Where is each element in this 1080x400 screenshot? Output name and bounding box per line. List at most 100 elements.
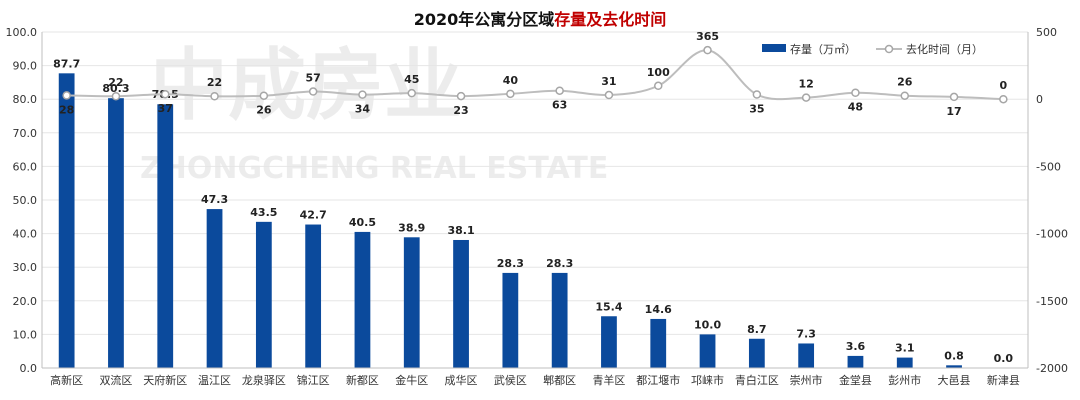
bar-value-label: 40.5 <box>349 216 376 229</box>
x-tick-label: 双流区 <box>99 373 132 387</box>
bar-value-label: 38.9 <box>398 221 425 234</box>
line-point <box>62 91 71 100</box>
bar-value-label: 28.3 <box>546 257 573 270</box>
line-point <box>752 90 762 99</box>
line-value-label: 31 <box>601 75 616 88</box>
y-left-tick-label: 0.0 <box>20 362 38 375</box>
x-tick-label: 青羊区 <box>592 373 625 387</box>
y-right-tick-label: 0 <box>1036 93 1043 106</box>
y-left-tick-label: 10.0 <box>13 328 38 341</box>
line-point <box>407 88 416 98</box>
legend-line-label: 去化时间（月） <box>906 42 983 56</box>
bar <box>157 104 174 369</box>
line-point <box>111 91 121 101</box>
bar <box>305 224 322 368</box>
line-value-label: 45 <box>404 73 419 86</box>
bar-series: 87.780.378.547.343.542.740.538.938.128.3… <box>53 57 1014 369</box>
bar <box>748 338 765 368</box>
bar <box>896 357 913 368</box>
chart-title-main: 2020年公寓分区域 <box>413 10 555 29</box>
watermark-cn-text: 中成房业 <box>150 41 462 131</box>
y-right-tick-label: -2000 <box>1036 362 1068 375</box>
bar-value-label: 8.7 <box>747 323 767 336</box>
line-point <box>604 90 614 100</box>
bar-value-label: 80.3 <box>102 82 129 95</box>
line-value-label: 57 <box>305 72 320 85</box>
y-right-tick-label: -1500 <box>1036 295 1068 308</box>
line-point <box>308 87 318 96</box>
x-tick-label: 龙泉驿区 <box>242 373 286 387</box>
line-series: 28 22 37 22 26 57 34 45 23 40 63 31 100 365 35 12 48 26 17… <box>59 30 1008 118</box>
line-point <box>703 45 712 55</box>
line-point <box>358 90 367 99</box>
line-value-label: 100 <box>647 66 670 79</box>
line-value-label: 22 <box>108 76 123 89</box>
gridlines <box>42 31 1028 369</box>
bar-value-label: 15.4 <box>595 300 622 313</box>
legend-bar-label: 存量（万㎡） <box>790 42 856 56</box>
x-tick-label: 温江区 <box>198 374 231 387</box>
line-value-label: 22 <box>207 76 222 89</box>
line-value-label: 28 <box>59 103 74 116</box>
y-left-tick-label: 50.0 <box>13 194 38 207</box>
y-left-tick-label: 60.0 <box>13 160 38 173</box>
bar <box>798 343 815 368</box>
y-right-tick-label: -1000 <box>1036 228 1068 241</box>
x-tick-label: 高新区 <box>50 373 83 387</box>
line-value-label: 35 <box>749 102 764 115</box>
bar <box>108 98 124 368</box>
line-value-label: 63 <box>552 99 567 112</box>
line-point <box>900 91 909 100</box>
x-tick-label: 武侯区 <box>494 373 527 387</box>
line-value-label: 34 <box>355 103 371 116</box>
x-tick-label: 都江堰市 <box>636 373 680 387</box>
bar-value-label: 87.7 <box>53 57 80 70</box>
x-tick-label: 天府新区 <box>143 373 187 387</box>
legend: 存量（万㎡） 去化时间（月） <box>762 42 983 56</box>
bar-value-label: 10.0 <box>694 318 721 331</box>
bar-value-label: 47.3 <box>201 193 228 206</box>
watermark: 中成房业 ZHONGCHENG REAL ESTATE <box>140 41 608 186</box>
line-value-label: 17 <box>946 105 961 118</box>
line-value-label: 23 <box>453 104 468 117</box>
line-value-label: 40 <box>503 74 519 87</box>
x-tick-label: 崇州市 <box>790 373 823 387</box>
x-tick-label: 新都区 <box>346 373 379 387</box>
bar-value-label: 0.8 <box>944 349 964 362</box>
bar <box>206 209 223 368</box>
line-series-path <box>66 49 1004 101</box>
bar <box>551 272 568 368</box>
x-tick-label: 大邑县 <box>938 373 971 387</box>
line-value-label: 37 <box>158 102 173 115</box>
y-left-tick-label: 90.0 <box>13 60 38 73</box>
x-tick-label: 金堂县 <box>839 373 872 387</box>
line-point <box>210 91 219 101</box>
y-axis-right: -2000 -1500 -1000 -500 0 500 <box>1027 26 1068 375</box>
bar-value-label: 0.0 <box>994 352 1014 365</box>
line-point <box>161 89 170 99</box>
line-point <box>851 88 860 97</box>
x-tick-label: 彭州市 <box>888 373 921 387</box>
line-point <box>999 94 1008 104</box>
line-value-label: 48 <box>848 101 863 114</box>
bar <box>699 334 716 368</box>
line-point <box>506 89 515 99</box>
y-left-tick-label: 70.0 <box>13 127 38 140</box>
bar <box>601 316 617 368</box>
bar <box>255 221 272 368</box>
y-right-tick-label: -500 <box>1036 160 1061 173</box>
bar-value-label: 28.3 <box>497 257 524 270</box>
chart-title-highlight: 存量及去化时间 <box>554 10 667 29</box>
x-tick-label: 青白江区 <box>735 373 779 387</box>
legend-line-marker <box>884 44 894 54</box>
y-left-tick-label: 100.0 <box>6 26 38 39</box>
line-value-label: 26 <box>897 76 913 89</box>
line-value-label: 12 <box>798 78 813 91</box>
y-left-tick-label: 20.0 <box>13 295 38 308</box>
bar-value-label: 3.6 <box>846 340 866 353</box>
bar <box>453 239 469 368</box>
x-axis: 高新区 双流区 天府新区 温江区 龙泉驿区 锦江区 新都区 金牛区 成华区 武侯区 郫都区 青羊区 都江… <box>42 367 1028 387</box>
bar-value-label: 14.6 <box>645 303 672 316</box>
